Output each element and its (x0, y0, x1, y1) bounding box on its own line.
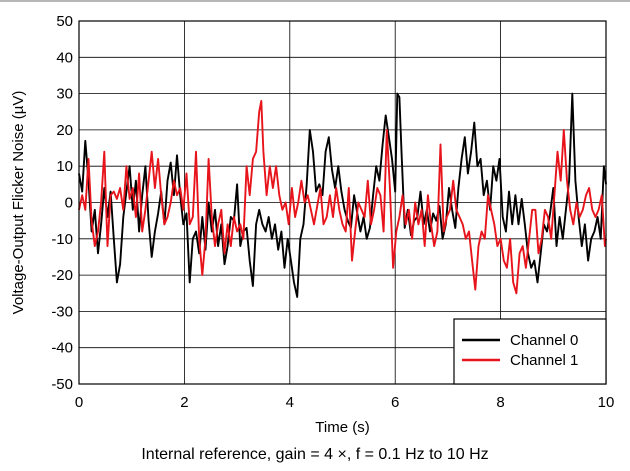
y-tick-label: 10 (56, 158, 73, 175)
y-tick-label: 30 (56, 86, 73, 103)
x-tick-label: 10 (598, 394, 615, 411)
legend-label-channel-0: Channel 0 (510, 332, 578, 349)
y-tick-label: 50 (56, 13, 73, 30)
x-tick-label: 4 (286, 394, 294, 411)
x-tick-label: 8 (496, 394, 504, 411)
plot-frame (78, 20, 607, 385)
y-tick-label: -30 (51, 303, 73, 320)
x-axis-label: Time (s) (315, 419, 369, 436)
series-line-channel-0 (78, 92, 607, 298)
x-tick-label: 0 (75, 394, 83, 411)
y-tick-labels: 50 40 30 20 10 0 -10 -20 -30 -40 -50 (51, 13, 73, 393)
legend-box (453, 318, 607, 385)
y-tick-label: -20 (51, 267, 73, 284)
series-line-channel-1 (78, 99, 607, 295)
legend: Channel 0 Channel 1 (453, 318, 607, 385)
flicker-noise-chart: 50 40 30 20 10 0 -10 -20 -30 -40 -50 0 2 4 6 8 10 Time … (10, 13, 615, 436)
legend-label-channel-1: Channel 1 (510, 352, 578, 369)
x-tick-labels: 0 2 4 6 8 10 (75, 394, 615, 411)
top-divider (0, 0, 630, 2)
y-tick-label: -10 (51, 231, 73, 248)
y-tick-label: 40 (56, 49, 73, 66)
y-tick-label: 20 (56, 122, 73, 139)
y-tick-label: 0 (65, 195, 73, 212)
x-tick-label: 6 (391, 394, 399, 411)
x-tick-label: 2 (180, 394, 188, 411)
y-axis-label: Voltage-Output Flicker Noise (µV) (10, 91, 27, 315)
y-tick-label: -40 (51, 340, 73, 357)
chart-caption: Internal reference, gain = 4 ×, f = 0.1 … (141, 446, 489, 463)
series-layer (78, 92, 607, 298)
y-tick-label: -50 (51, 376, 73, 393)
